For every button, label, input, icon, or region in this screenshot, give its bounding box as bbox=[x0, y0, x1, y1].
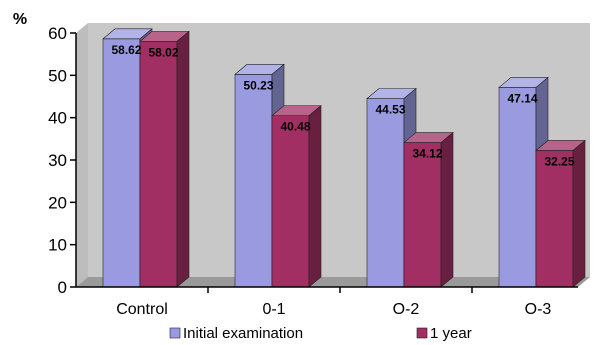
bar-side bbox=[440, 131, 454, 288]
x-tick-label: 0-1 bbox=[262, 301, 285, 318]
x-axis: Control 0-1 O-2 O-3 bbox=[76, 286, 578, 318]
bar-front bbox=[366, 98, 405, 288]
chart-walls bbox=[76, 23, 590, 287]
bar-side bbox=[572, 139, 586, 288]
bar-side bbox=[176, 30, 190, 288]
bar-front bbox=[498, 87, 537, 288]
y-tick-label: 20 bbox=[48, 193, 67, 212]
x-tick-label: O-2 bbox=[393, 301, 420, 318]
legend-swatch bbox=[169, 327, 181, 339]
data-label: 34.12 bbox=[412, 147, 442, 161]
data-label: 32.25 bbox=[544, 154, 574, 168]
x-tick-label: O-3 bbox=[525, 301, 552, 318]
data-label: 44.53 bbox=[375, 102, 405, 116]
back-wall bbox=[88, 23, 590, 277]
bar bbox=[271, 104, 322, 288]
y-tick-label: 60 bbox=[48, 24, 67, 43]
bar-front bbox=[271, 115, 310, 288]
bars: 58.62 58.02 50.23 40.48 44.53 34.12 47.14 32.25 bbox=[102, 28, 586, 288]
x-tick-label: Control bbox=[116, 301, 168, 318]
bar bbox=[139, 30, 190, 288]
legend: Initial examination 1 year bbox=[169, 325, 472, 342]
floor bbox=[76, 277, 590, 287]
y-tick-label: 30 bbox=[48, 151, 67, 170]
y-tick-label: 50 bbox=[48, 66, 67, 85]
y-axis-label: % bbox=[13, 11, 27, 28]
y-tick-label: 40 bbox=[48, 109, 67, 128]
y-tick-label: 0 bbox=[58, 278, 67, 297]
bar-front bbox=[139, 41, 178, 288]
bar-front bbox=[102, 38, 141, 288]
data-label: 40.48 bbox=[280, 120, 310, 134]
legend-swatch bbox=[416, 327, 428, 339]
legend-label: 1 year bbox=[430, 325, 472, 342]
bar-front bbox=[535, 150, 574, 288]
data-label: 50.23 bbox=[243, 78, 273, 92]
bar-front bbox=[234, 74, 273, 288]
data-label: 58.62 bbox=[111, 43, 141, 57]
data-label: 47.14 bbox=[507, 91, 537, 105]
bar-front bbox=[403, 142, 442, 288]
y-axis: 0 10 20 30 40 50 60 bbox=[48, 24, 77, 297]
bar bbox=[403, 131, 454, 288]
y-tick-label: 10 bbox=[48, 236, 67, 255]
bar bbox=[535, 139, 586, 288]
bar-side bbox=[308, 104, 322, 288]
legend-label: Initial examination bbox=[183, 325, 303, 342]
side-wall bbox=[76, 23, 88, 287]
data-label: 58.02 bbox=[148, 45, 178, 59]
